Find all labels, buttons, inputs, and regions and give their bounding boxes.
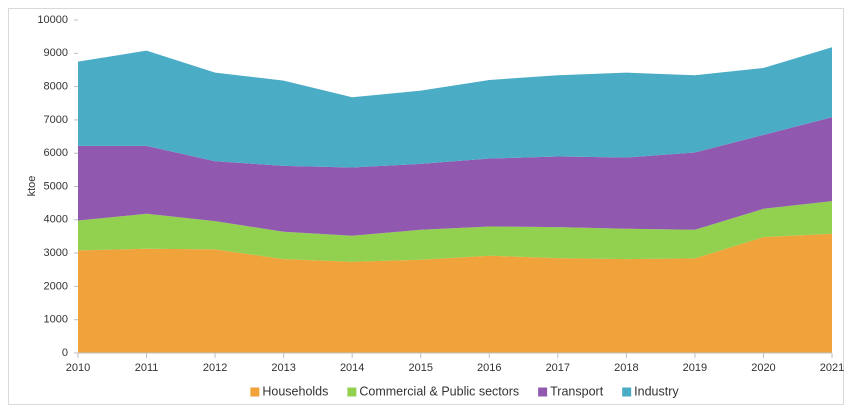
y-tick-label: 4000 xyxy=(44,214,68,226)
y-tick-label: 1000 xyxy=(44,314,68,326)
y-tick-label: 0 xyxy=(62,347,68,359)
x-tick-label: 2016 xyxy=(477,362,501,374)
area xyxy=(78,47,832,168)
legend-swatch xyxy=(622,387,632,397)
x-tick-label: 2020 xyxy=(751,362,775,374)
legend-swatch xyxy=(347,387,357,397)
y-tick-label: 10000 xyxy=(37,14,68,26)
y-tick-label: 8000 xyxy=(44,81,68,93)
y-axis-label: ktoe xyxy=(26,176,38,197)
legend-label: Industry xyxy=(634,384,679,398)
x-tick-label: 2013 xyxy=(271,362,295,374)
x-tick-label: 2017 xyxy=(546,362,570,374)
y-tick-label: 3000 xyxy=(44,247,68,259)
legend-label: Transport xyxy=(550,384,604,398)
x-tick-label: 2015 xyxy=(408,362,432,374)
legend-swatch xyxy=(250,387,260,397)
legend-label: Commercial & Public sectors xyxy=(359,384,519,398)
y-tick-label: 5000 xyxy=(44,180,68,192)
x-tick-label: 2021 xyxy=(820,362,844,374)
x-tick-label: 2019 xyxy=(683,362,707,374)
legend-label: Households xyxy=(262,384,328,398)
y-tick-label: 9000 xyxy=(44,47,68,59)
x-tick-label: 2012 xyxy=(203,362,227,374)
x-tick-label: 2014 xyxy=(340,362,364,374)
y-tick-label: 6000 xyxy=(44,147,68,159)
y-tick-label: 2000 xyxy=(44,280,68,292)
y-tick-label: 7000 xyxy=(44,114,68,126)
x-tick-label: 2018 xyxy=(614,362,638,374)
area xyxy=(78,233,832,353)
area xyxy=(78,117,832,236)
area xyxy=(78,201,832,262)
legend-swatch xyxy=(538,387,548,397)
x-tick-label: 2011 xyxy=(135,362,159,374)
x-tick-label: 2010 xyxy=(66,362,90,374)
